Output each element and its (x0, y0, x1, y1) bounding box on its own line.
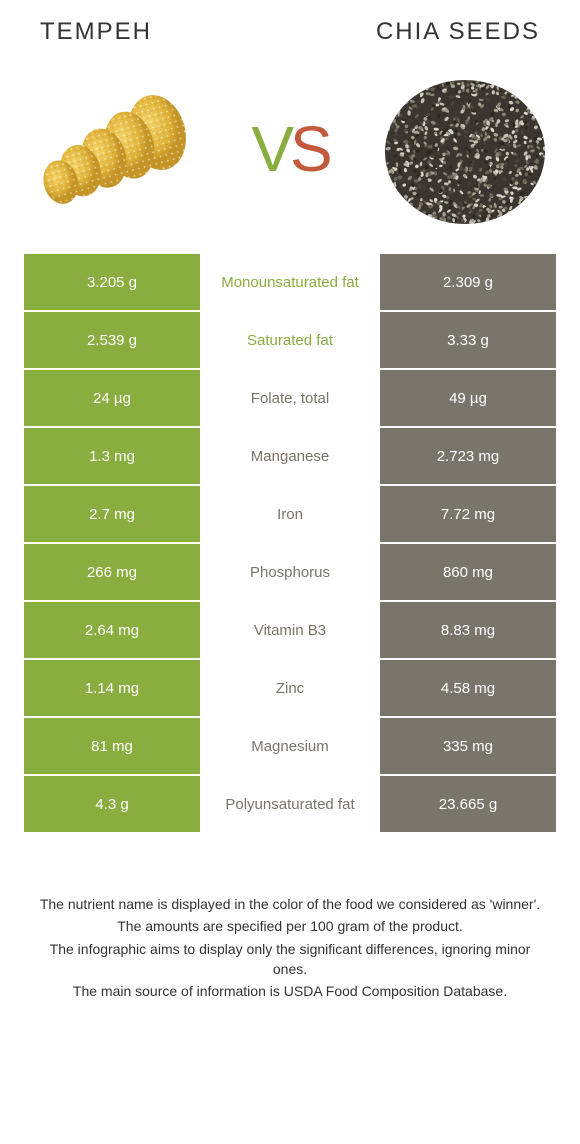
table-row: 3.205 gMonounsaturated fat2.309 g (24, 254, 556, 312)
nutrient-label: Folate, total (202, 370, 380, 428)
tempeh-image (30, 64, 200, 234)
right-value: 7.72 mg (380, 486, 556, 544)
footer-notes: The nutrient name is displayed in the co… (0, 834, 580, 1001)
table-row: 1.14 mgZinc4.58 mg (24, 660, 556, 718)
chia-image (380, 64, 550, 234)
comparison-table: 3.205 gMonounsaturated fat2.309 g2.539 g… (24, 254, 556, 834)
right-value: 8.83 mg (380, 602, 556, 660)
table-row: 2.7 mgIron7.72 mg (24, 486, 556, 544)
footer-line: The nutrient name is displayed in the co… (36, 894, 544, 914)
nutrient-label: Saturated fat (202, 312, 380, 370)
left-value: 2.539 g (24, 312, 202, 370)
nutrient-label: Zinc (202, 660, 380, 718)
right-value: 4.58 mg (380, 660, 556, 718)
left-value: 81 mg (24, 718, 202, 776)
table-row: 81 mgMagnesium335 mg (24, 718, 556, 776)
nutrient-label: Manganese (202, 428, 380, 486)
footer-line: The amounts are specified per 100 gram o… (36, 916, 544, 936)
table-row: 2.64 mgVitamin B38.83 mg (24, 602, 556, 660)
table-row: 24 µgFolate, total49 µg (24, 370, 556, 428)
left-value: 2.64 mg (24, 602, 202, 660)
nutrient-label: Monounsaturated fat (202, 254, 380, 312)
vs-label: VS (251, 112, 328, 186)
images-row: VS (0, 54, 580, 254)
footer-line: The main source of information is USDA F… (36, 981, 544, 1001)
right-value: 2.723 mg (380, 428, 556, 486)
footer-line: The infographic aims to display only the… (36, 939, 544, 980)
right-value: 2.309 g (380, 254, 556, 312)
nutrient-label: Iron (202, 486, 380, 544)
left-value: 2.7 mg (24, 486, 202, 544)
left-value: 1.3 mg (24, 428, 202, 486)
left-value: 4.3 g (24, 776, 202, 834)
nutrient-label: Phosphorus (202, 544, 380, 602)
left-food-title: Tempeh (40, 18, 152, 46)
right-value: 49 µg (380, 370, 556, 428)
header: Tempeh Chia seeds (0, 0, 580, 54)
left-value: 266 mg (24, 544, 202, 602)
right-value: 860 mg (380, 544, 556, 602)
table-row: 1.3 mgManganese2.723 mg (24, 428, 556, 486)
table-row: 4.3 gPolyunsaturated fat23.665 g (24, 776, 556, 834)
right-food-title: Chia seeds (376, 18, 540, 46)
right-value: 335 mg (380, 718, 556, 776)
nutrient-label: Magnesium (202, 718, 380, 776)
left-value: 24 µg (24, 370, 202, 428)
left-value: 3.205 g (24, 254, 202, 312)
vs-v: V (251, 113, 290, 185)
nutrient-label: Vitamin B3 (202, 602, 380, 660)
nutrient-label: Polyunsaturated fat (202, 776, 380, 834)
right-value: 23.665 g (380, 776, 556, 834)
right-value: 3.33 g (380, 312, 556, 370)
vs-s: S (290, 113, 329, 185)
table-row: 266 mgPhosphorus860 mg (24, 544, 556, 602)
table-row: 2.539 gSaturated fat3.33 g (24, 312, 556, 370)
left-value: 1.14 mg (24, 660, 202, 718)
